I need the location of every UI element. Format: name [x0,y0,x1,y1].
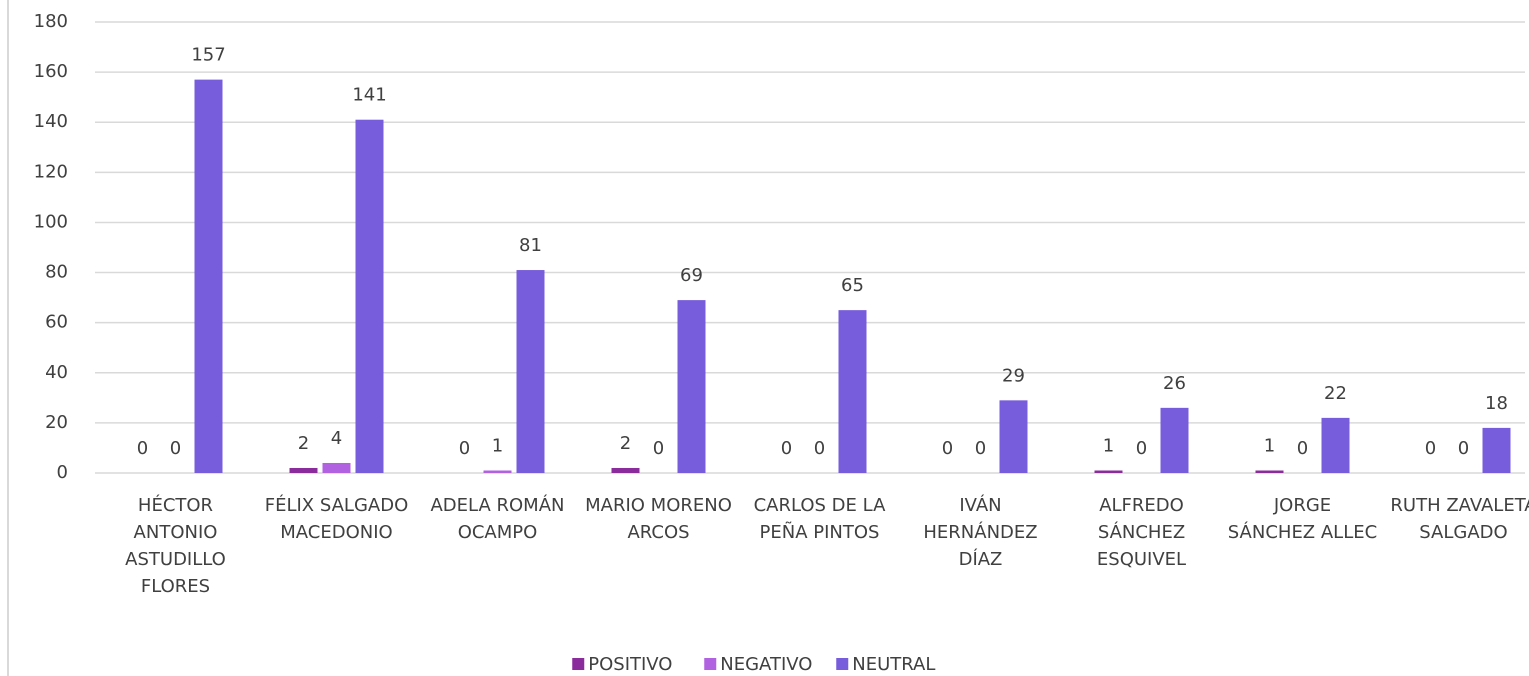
data-label: 0 [1458,438,1469,459]
data-label: 0 [1425,438,1436,459]
x-tick-label: HÉCTOR ANTONIO ASTUDILLO FLORES [125,495,226,597]
data-label: 1 [1264,435,1275,456]
legend-label: NEGATIVO [720,654,812,675]
bar [1094,470,1123,473]
x-tick-label: FÉLIX SALGADO MACEDONIO [264,495,409,543]
bar [355,119,384,473]
bar [1321,417,1350,473]
data-label: 2 [298,433,309,454]
data-label: 0 [814,438,825,459]
bar [322,462,351,473]
data-label: 0 [781,438,792,459]
x-tick-label: RUTH ZAVALETA SALGADO [1390,495,1529,543]
x-tick-label: IVÁN HERNÁNDEZ DÍAZ [923,495,1038,570]
data-label: 0 [459,438,470,459]
data-label: 65 [841,275,864,296]
bar [611,467,640,473]
data-label: 0 [1136,438,1147,459]
data-label: 0 [942,438,953,459]
data-label: 69 [680,265,703,286]
data-label: 157 [191,45,225,66]
data-label: 1 [492,435,503,456]
data-label: 1 [1103,435,1114,456]
data-label: 4 [331,428,342,449]
x-tick-label: ADELA ROMÁN OCAMPO [430,495,565,543]
legend-swatch [836,658,849,670]
y-tick-label: 0 [57,462,68,483]
x-tick-label: CARLOS DE LA PEÑA PINTOS [753,495,886,543]
y-tick-label: 80 [45,262,68,283]
y-tick-label: 40 [45,362,68,383]
data-label: 2 [620,433,631,454]
legend-label: NEUTRAL [852,654,935,675]
bar [1482,427,1511,473]
bar [289,467,318,473]
legend-swatch [704,658,717,670]
x-tick-label: MARIO MORENO ARCOS [585,495,732,543]
y-tick-label: 100 [34,211,68,232]
data-label: 29 [1002,365,1025,386]
y-tick-label: 140 [34,111,68,132]
y-tick-label: 180 [34,11,68,32]
bar [1255,470,1284,473]
bar [194,79,223,473]
bar [677,300,706,473]
y-tick-label: 160 [34,61,68,82]
data-label: 141 [352,85,386,106]
bar [483,470,512,473]
data-label: 0 [653,438,664,459]
bar [999,400,1028,473]
data-label: 0 [975,438,986,459]
y-tick-label: 60 [45,312,68,333]
y-tick-label: 120 [34,161,68,182]
x-tick-label: JORGE SÁNCHEZ ALLEC [1227,495,1378,543]
data-label: 0 [170,438,181,459]
data-label: 22 [1324,383,1347,404]
legend-swatch [572,658,585,670]
bar [516,270,545,473]
x-tick-label: ALFREDO SÁNCHEZ ESQUIVEL [1096,495,1187,570]
bar [838,310,867,473]
y-tick-label: 20 [45,412,68,433]
data-label: 0 [137,438,148,459]
bar [1160,407,1189,473]
data-label: 0 [1297,438,1308,459]
data-label: 81 [519,235,542,256]
data-label: 26 [1163,373,1186,394]
data-label: 18 [1485,393,1508,414]
legend-label: POSITIVO [588,654,672,675]
